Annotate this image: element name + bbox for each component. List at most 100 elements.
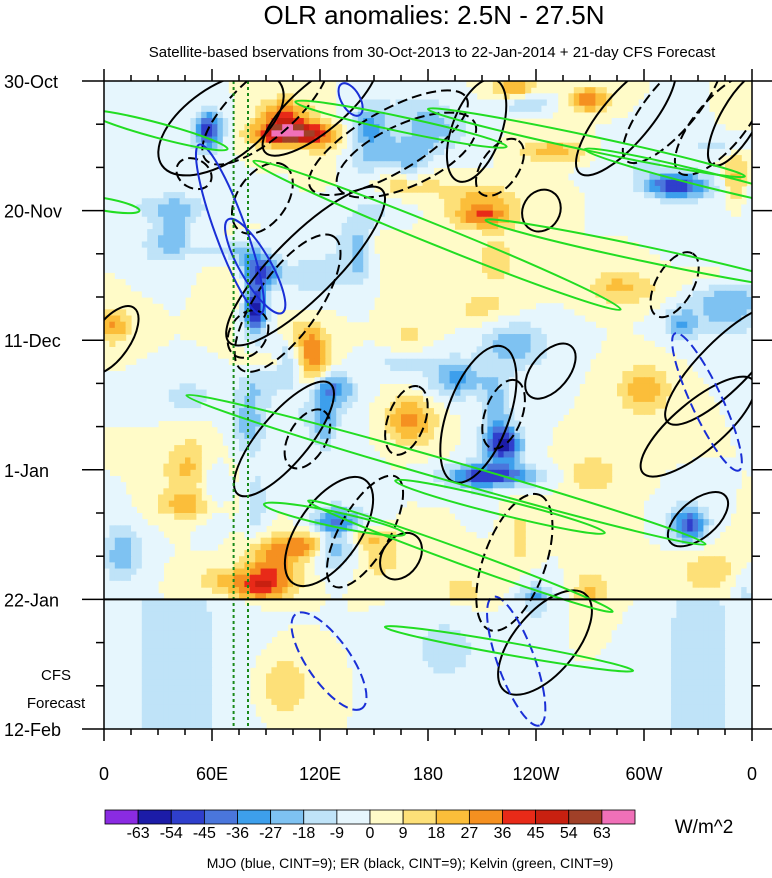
heatmap-cell [347,371,353,378]
heatmap-cell [249,414,256,422]
heatmap-cell [708,204,715,212]
heatmap-cell [266,247,272,255]
heatmap-cell [665,321,672,329]
heatmap-cell [606,124,613,131]
heatmap-cell [185,185,191,193]
heatmap-cell [330,136,337,144]
heatmap-cell [276,210,283,218]
heatmap-cell [719,327,726,335]
heatmap-cell [741,297,748,304]
heatmap-cell [590,198,596,206]
heatmap-cell [708,377,715,384]
heatmap-cell [109,136,116,144]
heatmap-cell [368,346,375,354]
heatmap-cell [600,130,607,138]
heatmap-cell [487,303,494,310]
heatmap-cell [687,358,694,366]
heatmap-cell [649,401,656,409]
heatmap-cell [428,432,434,440]
heatmap-cell [347,432,353,440]
heatmap-cell [433,136,440,144]
heatmap-cell [174,352,181,360]
heatmap-cell [692,340,699,347]
heatmap-cell [201,352,208,360]
heatmap-cell [293,210,299,218]
heatmap-cell [131,118,137,125]
heatmap-cell [255,364,262,372]
heatmap-cell [530,346,537,354]
heatmap-cell [417,87,424,94]
heatmap-cell [449,105,456,113]
heatmap-cell [455,204,461,212]
heatmap-cell [222,216,229,224]
heatmap-cell [271,253,278,261]
heatmap-cell [206,161,213,168]
heatmap-cell [325,297,332,304]
heatmap-cell [509,192,515,199]
heatmap-cell [336,401,343,409]
heatmap-cell [465,327,472,335]
heatmap-cell [633,395,640,403]
heatmap-cell [255,297,262,304]
heatmap-cell [179,408,186,415]
heatmap-cell [158,346,164,354]
heatmap-cell [314,451,321,459]
heatmap-cell [503,87,510,94]
heatmap-cell [503,340,510,347]
heatmap-cell [195,408,202,415]
heatmap-cell [325,259,332,267]
heatmap-cell [158,118,164,125]
heatmap-cell [514,340,521,347]
heatmap-cell [260,198,267,206]
heatmap-cell [665,99,672,107]
heatmap-cell [303,395,310,403]
heatmap-cell [168,457,175,465]
heatmap-cell [120,401,127,409]
heatmap-cell [276,93,283,101]
heatmap-cell [492,303,499,310]
heatmap-cell [195,81,202,88]
heatmap-cell [492,383,499,391]
heatmap-cell [363,426,370,434]
heatmap-cell [352,93,359,101]
heatmap-cell [417,414,424,422]
heatmap-cell [341,229,348,236]
heatmap-cell [239,321,245,329]
heatmap-cell [687,327,694,335]
heatmap-cell [206,179,213,187]
heatmap-cell [125,377,132,384]
heatmap-cell [347,241,353,249]
heatmap-cell [357,377,364,384]
heatmap-cell [174,136,181,144]
heatmap-cell [190,222,197,230]
heatmap-cell [120,371,127,378]
heatmap-cell [152,272,159,280]
heatmap-cell [703,259,710,267]
heatmap-cell [266,346,272,354]
heatmap-cell [357,167,364,175]
heatmap-cell [131,401,137,409]
heatmap-cell [152,259,159,267]
heatmap-cell [190,463,197,471]
heatmap-cell [692,105,699,113]
heatmap-cell [401,142,407,150]
heatmap-cell [271,198,278,206]
heatmap-cell [617,167,623,175]
heatmap-cell [293,401,299,409]
heatmap-cell [698,259,704,267]
heatmap-cell [276,118,283,125]
heatmap-cell [714,346,721,354]
heatmap-cell [195,377,202,384]
heatmap-cell [179,198,186,206]
heatmap-cell [158,389,164,397]
heatmap-cell [136,124,143,131]
heatmap-cell [249,377,256,384]
heatmap-cell [633,210,640,218]
heatmap-cell [109,93,116,101]
heatmap-cell [152,87,159,94]
heatmap-cell [336,229,343,236]
heatmap-cell [390,179,397,187]
heatmap-cell [654,185,661,193]
heatmap-cell [260,327,267,335]
heatmap-cell [212,420,218,428]
